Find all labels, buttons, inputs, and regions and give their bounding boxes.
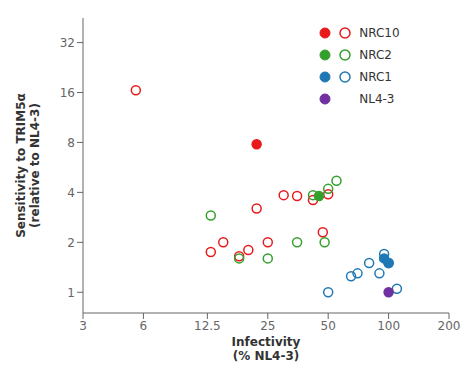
svg-text:3: 3 bbox=[79, 319, 87, 333]
svg-text:50: 50 bbox=[321, 319, 336, 333]
svg-text:4: 4 bbox=[67, 186, 75, 200]
svg-text:Sensitivity to TRIM5α(relative: Sensitivity to TRIM5α(relative to NL4-3) bbox=[14, 93, 42, 238]
svg-text:25: 25 bbox=[260, 319, 275, 333]
html-text:NRC10: NRC10 bbox=[359, 26, 400, 40]
svg-text:16: 16 bbox=[60, 86, 75, 100]
svg-text:12.5: 12.5 bbox=[194, 319, 221, 333]
svg-text:200: 200 bbox=[438, 319, 461, 333]
html-text:NRC1: NRC1 bbox=[359, 70, 392, 84]
html-text:NRC2: NRC2 bbox=[359, 48, 392, 62]
svg-text:2: 2 bbox=[67, 236, 75, 250]
svg-text:32: 32 bbox=[60, 36, 75, 50]
svg-text:8: 8 bbox=[67, 136, 75, 150]
svg-text:6: 6 bbox=[140, 319, 148, 333]
html-text:NL4-3: NL4-3 bbox=[359, 92, 395, 106]
svg-text:Infectivity(% NL4-3): Infectivity(% NL4-3) bbox=[232, 335, 301, 363]
svg-text:100: 100 bbox=[377, 319, 400, 333]
svg-text:1: 1 bbox=[67, 286, 75, 300]
